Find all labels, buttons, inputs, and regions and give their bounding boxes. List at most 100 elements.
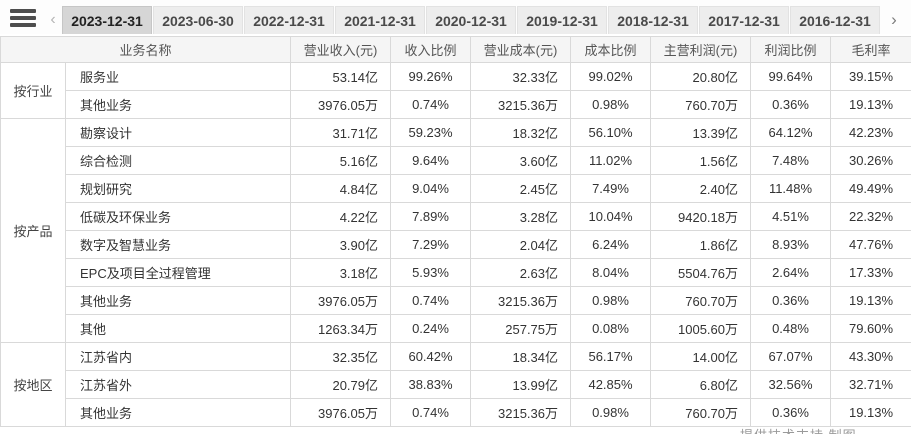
table-header-row: 业务名称 营业收入(元) 收入比例 营业成本(元) 成本比例 主营利润(元) 利… — [0, 36, 911, 63]
table-row: 规划研究 4.84亿 9.04% 2.45亿 7.49% 2.40亿 11.48% 49.49… — [1, 174, 911, 203]
cell-revenue-ratio: 0.74% — [390, 286, 472, 315]
header-gross-margin: 毛利率 — [830, 36, 911, 63]
header-profit: 主营利润(元) — [650, 36, 752, 63]
date-tab-bar: ‹ 2023-12-31 2023-06-30 2022-12-31 2021-12-… — [0, 0, 911, 34]
cell-cost-ratio: 56.17% — [570, 342, 652, 371]
tab-date-2017-12-31[interactable]: 2017-12-31 — [699, 6, 789, 34]
tab-date-2019-12-31[interactable]: 2019-12-31 — [517, 6, 607, 34]
cell-profit: 760.70万 — [650, 286, 752, 315]
tab-date-2021-12-31[interactable]: 2021-12-31 — [335, 6, 425, 34]
tab-date-2023-12-31[interactable]: 2023-12-31 — [62, 6, 152, 34]
cell-business-name: 勘察设计 — [64, 118, 292, 147]
cell-revenue: 20.79亿 — [290, 370, 392, 399]
table-row: 其他业务 3976.05万 0.74% 3215.36万 0.98% 760.70万 0.3… — [1, 286, 911, 315]
header-cost: 营业成本(元) — [470, 36, 572, 63]
cell-profit: 14.00亿 — [650, 342, 752, 371]
cell-cost-ratio: 8.04% — [570, 258, 652, 287]
cell-revenue-ratio: 0.74% — [390, 90, 472, 119]
cell-profit: 2.40亿 — [650, 174, 752, 203]
cell-profit-ratio: 4.51% — [750, 202, 832, 231]
cell-cost: 18.32亿 — [470, 118, 572, 147]
cell-cost: 2.45亿 — [470, 174, 572, 203]
cell-cost: 32.33亿 — [470, 62, 572, 91]
header-profit-ratio: 利润比例 — [750, 36, 832, 63]
tab-date-2016-12-31[interactable]: 2016-12-31 — [790, 6, 880, 34]
section-label: 按行业 — [0, 62, 66, 119]
cell-revenue-ratio: 5.93% — [390, 258, 472, 287]
cell-business-name: 江苏省外 — [64, 370, 292, 399]
header-revenue: 营业收入(元) — [290, 36, 392, 63]
table-body: 按行业 服务业 53.14亿 99.26% 32.33亿 99.02% 20.80亿 99.6… — [0, 62, 911, 427]
cell-profit-ratio: 7.48% — [750, 146, 832, 175]
cell-profit: 1.86亿 — [650, 230, 752, 259]
cell-profit: 1.56亿 — [650, 146, 752, 175]
cell-cost: 18.34亿 — [470, 342, 572, 371]
cell-revenue-ratio: 9.04% — [390, 174, 472, 203]
tab-date-2020-12-31[interactable]: 2020-12-31 — [426, 6, 516, 34]
watermark-text: 提供技术支持 制图 — [740, 428, 857, 434]
cell-gross-margin: 79.60% — [830, 314, 911, 343]
cell-profit-ratio: 11.48% — [750, 174, 832, 203]
cell-business-name: 服务业 — [64, 62, 292, 91]
cell-cost-ratio: 7.49% — [570, 174, 652, 203]
cell-profit-ratio: 0.48% — [750, 314, 832, 343]
cell-revenue: 3976.05万 — [290, 398, 392, 427]
cell-revenue-ratio: 38.83% — [390, 370, 472, 399]
cell-cost-ratio: 0.08% — [570, 314, 652, 343]
cell-profit: 13.39亿 — [650, 118, 752, 147]
cell-gross-margin: 49.49% — [830, 174, 911, 203]
cell-revenue: 4.84亿 — [290, 174, 392, 203]
cell-cost-ratio: 56.10% — [570, 118, 652, 147]
cell-revenue: 4.22亿 — [290, 202, 392, 231]
cell-profit: 9420.18万 — [650, 202, 752, 231]
cell-revenue-ratio: 9.64% — [390, 146, 472, 175]
table-row: 按行业 服务业 53.14亿 99.26% 32.33亿 99.02% 20.80亿 99.6… — [0, 62, 911, 119]
cell-gross-margin: 42.23% — [830, 118, 911, 147]
table-row: 其他业务 3976.05万 0.74% 3215.36万 0.98% 760.70万 0.3… — [1, 90, 911, 119]
header-business-name: 业务名称 — [0, 36, 292, 63]
cell-cost: 2.63亿 — [470, 258, 572, 287]
cell-gross-margin: 39.15% — [830, 62, 911, 91]
cell-cost-ratio: 0.98% — [570, 286, 652, 315]
tabs-prev-icon[interactable]: ‹ — [50, 11, 56, 28]
table-row: 低碳及环保业务 4.22亿 7.89% 3.28亿 10.04% 9420.18万 4.51… — [1, 202, 911, 231]
cell-profit-ratio: 2.64% — [750, 258, 832, 287]
cell-profit: 1005.60万 — [650, 314, 752, 343]
tab-date-2022-12-31[interactable]: 2022-12-31 — [244, 6, 334, 34]
table-row: 其他业务 3976.05万 0.74% 3215.36万 0.98% 760.70万 0.3… — [1, 398, 911, 427]
cell-profit: 5504.76万 — [650, 258, 752, 287]
cell-cost-ratio: 99.02% — [570, 62, 652, 91]
cell-profit-ratio: 8.93% — [750, 230, 832, 259]
cell-cost: 3.28亿 — [470, 202, 572, 231]
main-business-table: 业务名称 营业收入(元) 收入比例 营业成本(元) 成本比例 主营利润(元) 利… — [0, 36, 911, 427]
cell-cost-ratio: 42.85% — [570, 370, 652, 399]
cell-gross-margin: 43.30% — [830, 342, 911, 371]
cell-gross-margin: 47.76% — [830, 230, 911, 259]
cell-revenue: 3976.05万 — [290, 90, 392, 119]
cell-business-name: 其他业务 — [64, 398, 292, 427]
table-row: 综合检测 5.16亿 9.64% 3.60亿 11.02% 1.56亿 7.48% 30.26… — [1, 146, 911, 175]
hamburger-menu-icon[interactable] — [10, 9, 36, 27]
cell-profit-ratio: 0.36% — [750, 398, 832, 427]
tab-date-2023-06-30[interactable]: 2023-06-30 — [153, 6, 243, 34]
tab-date-2018-12-31[interactable]: 2018-12-31 — [608, 6, 698, 34]
table-row: 其他 1263.34万 0.24% 257.75万 0.08% 1005.60万 0.48%… — [1, 314, 911, 343]
cell-cost: 257.75万 — [470, 314, 572, 343]
cell-revenue: 3976.05万 — [290, 286, 392, 315]
cell-profit: 20.80亿 — [650, 62, 752, 91]
cell-revenue-ratio: 60.42% — [390, 342, 472, 371]
cell-cost: 3215.36万 — [470, 286, 572, 315]
cell-gross-margin: 32.71% — [830, 370, 911, 399]
tab-strip: 2023-12-31 2023-06-30 2022-12-31 2021-12-31… — [62, 6, 881, 34]
cell-profit: 760.70万 — [650, 398, 752, 427]
cell-revenue: 32.35亿 — [290, 342, 392, 371]
cell-business-name: 其他业务 — [64, 90, 292, 119]
cell-cost-ratio: 0.98% — [570, 398, 652, 427]
cell-profit-ratio: 32.56% — [750, 370, 832, 399]
cell-profit: 6.80亿 — [650, 370, 752, 399]
cell-cost: 3215.36万 — [470, 90, 572, 119]
cell-profit-ratio: 99.64% — [750, 62, 832, 91]
cell-profit-ratio: 67.07% — [750, 342, 832, 371]
cell-gross-margin: 19.13% — [830, 90, 911, 119]
tabs-next-icon[interactable]: › — [891, 10, 897, 29]
